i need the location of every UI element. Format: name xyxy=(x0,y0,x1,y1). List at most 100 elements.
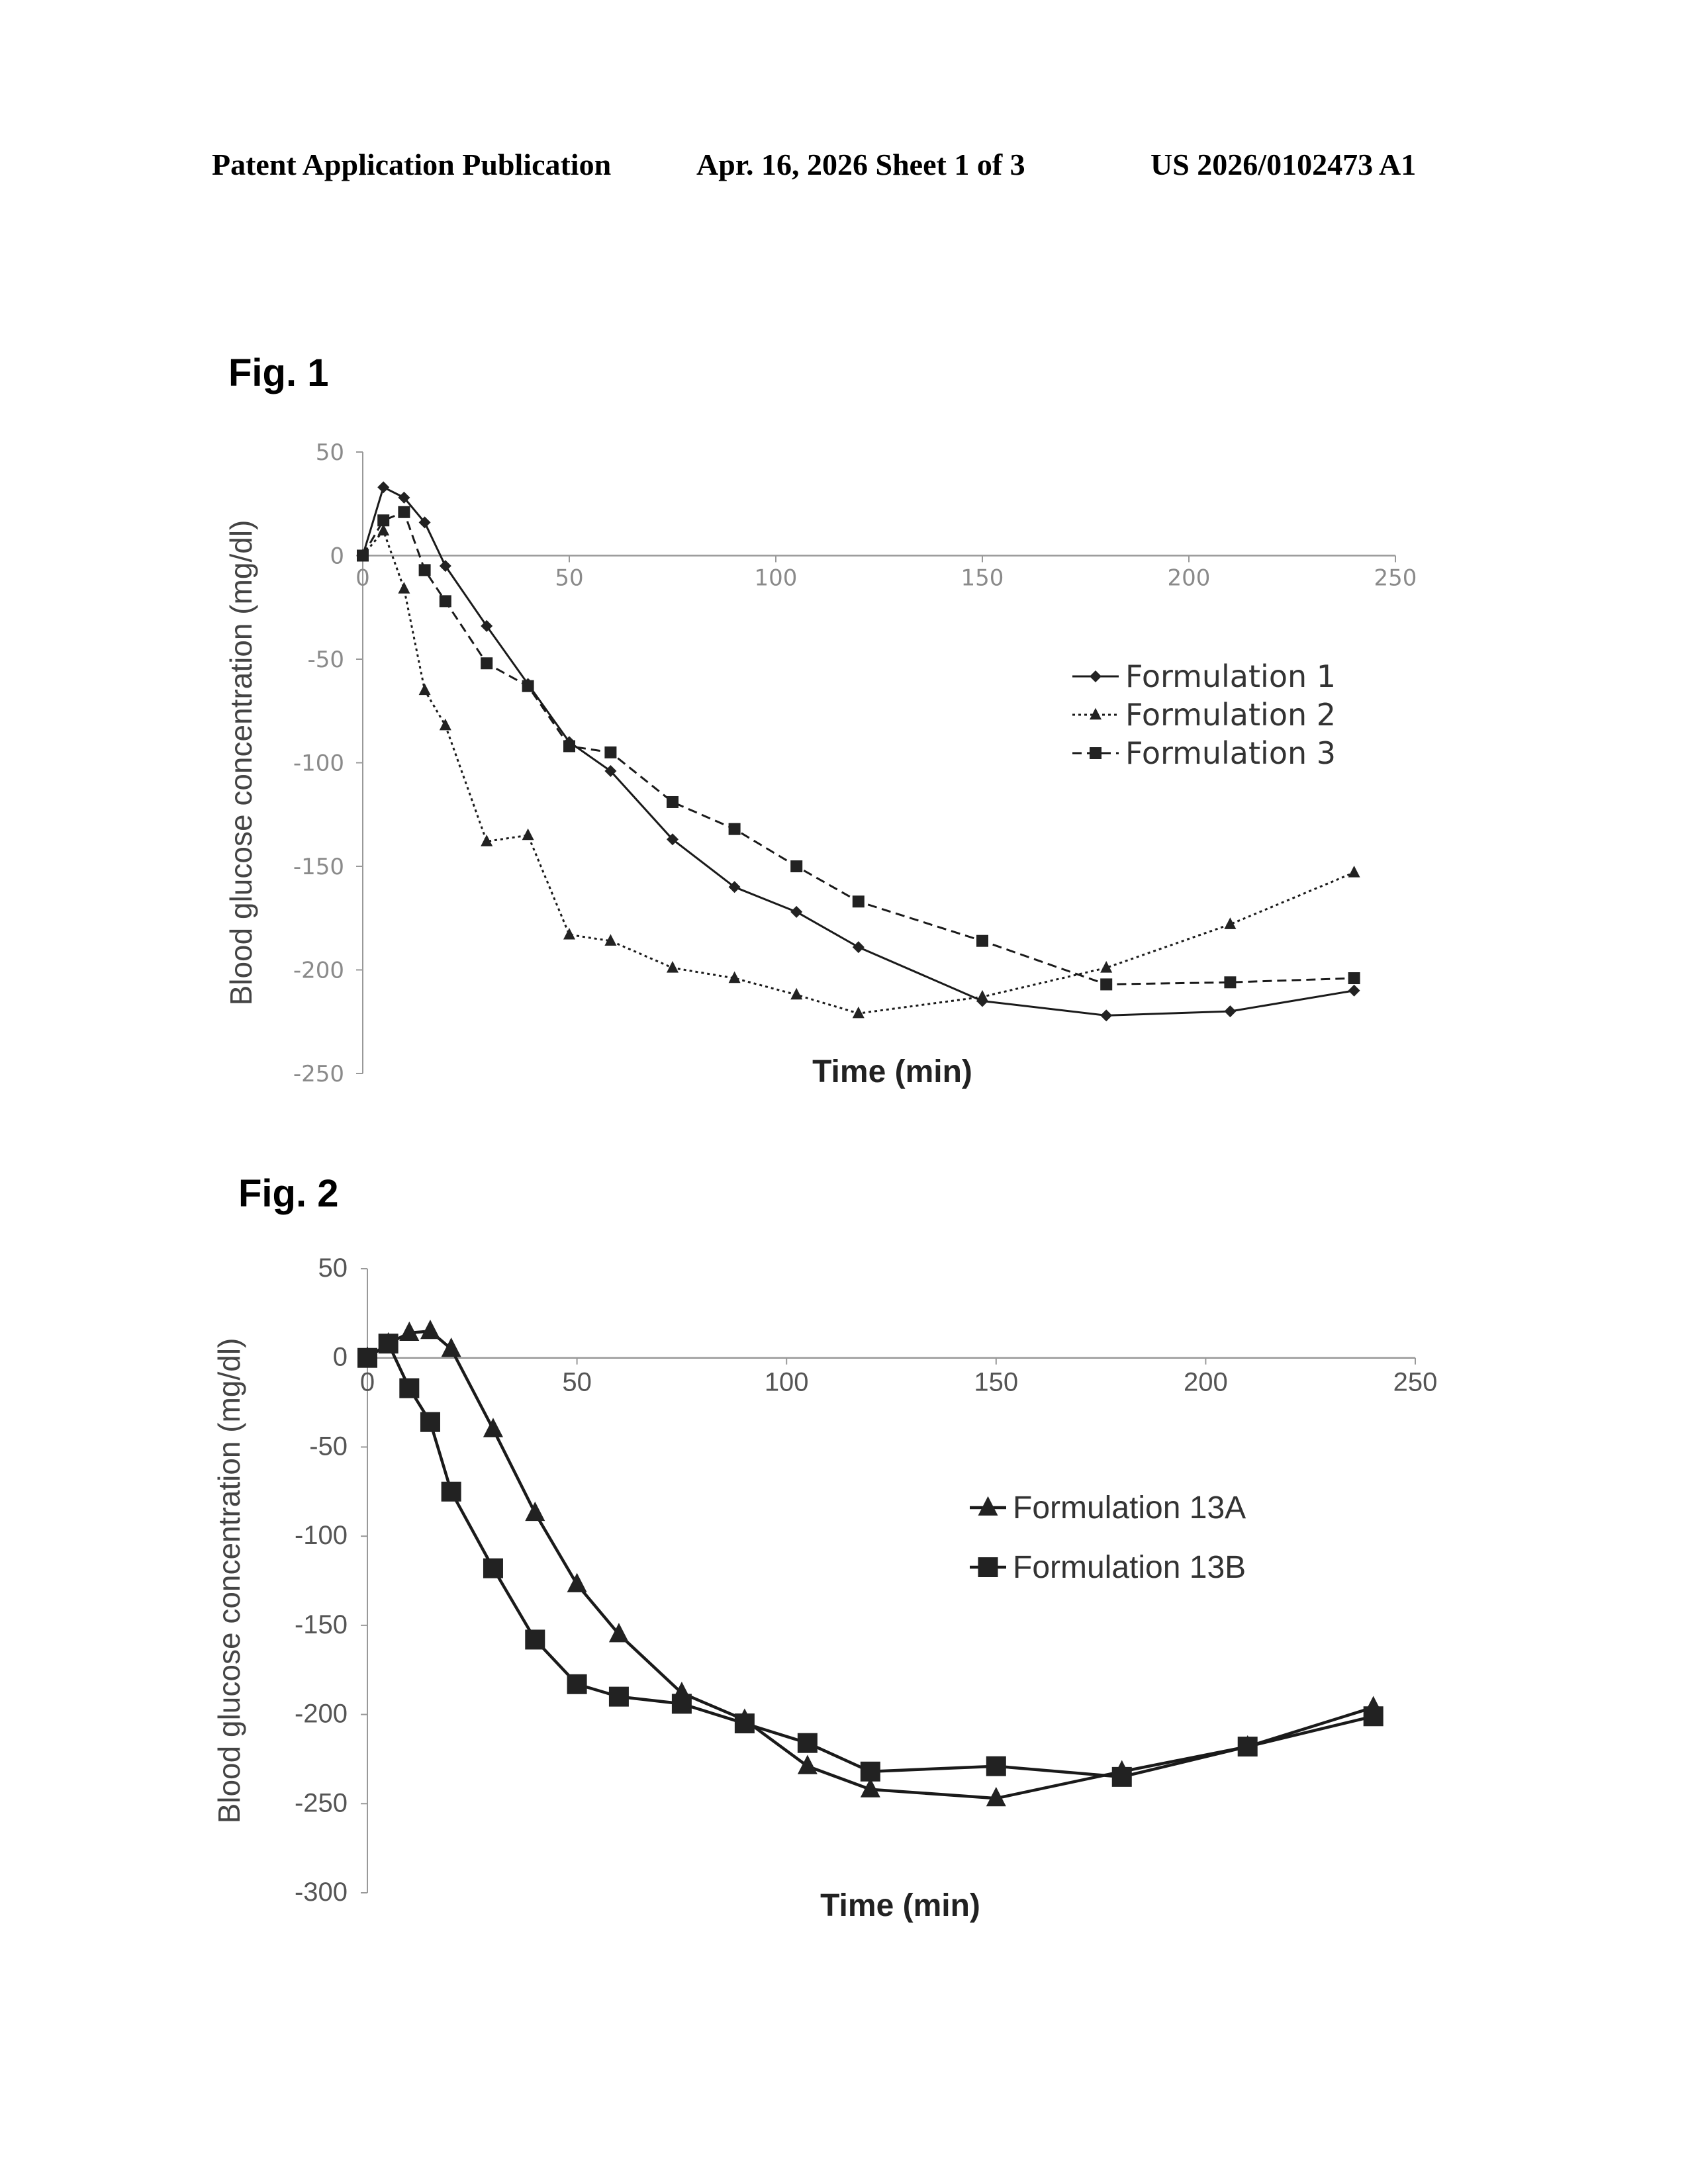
data-point xyxy=(797,1733,818,1753)
y-tick-label: 50 xyxy=(316,439,344,466)
data-point xyxy=(399,1378,420,1398)
y-tick-label: -200 xyxy=(295,1700,348,1729)
y-tick-label: -150 xyxy=(295,1610,348,1639)
header-patent-number: US 2026/0102473 A1 xyxy=(1150,148,1417,181)
series-line xyxy=(361,529,1355,1015)
data-point xyxy=(377,523,390,536)
data-point xyxy=(441,1337,461,1357)
data-point xyxy=(522,680,534,692)
x-tick-label: 100 xyxy=(755,565,798,592)
x-tick-label: 250 xyxy=(1374,565,1417,592)
data-point xyxy=(986,1756,1006,1776)
y-tick-label: -50 xyxy=(307,647,344,673)
data-point xyxy=(398,491,410,504)
data-point xyxy=(567,1572,587,1592)
data-point xyxy=(976,989,988,1002)
x-tick-label: 100 xyxy=(765,1368,809,1397)
data-point xyxy=(667,833,679,846)
x-tick-label: 0 xyxy=(360,1368,375,1397)
data-point xyxy=(608,1623,629,1643)
y-tick-label: -300 xyxy=(295,1878,348,1907)
data-point xyxy=(418,683,431,696)
data-point xyxy=(420,1412,440,1432)
data-point xyxy=(481,657,493,670)
x-tick-label: 0 xyxy=(355,565,370,592)
data-point xyxy=(1348,866,1360,878)
data-point xyxy=(525,1629,545,1650)
y-tick-label: 0 xyxy=(333,1343,348,1372)
legend-label: Formulation 1 xyxy=(1125,659,1336,694)
data-point xyxy=(852,941,865,954)
y-tick-label: -100 xyxy=(295,1521,348,1550)
data-point xyxy=(418,564,431,576)
figure-1-chart: 50 0 -50 -100 -150 -200 -250 0 50 100 150 200 250 Blo… xyxy=(224,439,1417,1089)
y-tick-label: -150 xyxy=(293,854,344,880)
data-point xyxy=(483,1558,503,1578)
data-point xyxy=(1348,972,1360,985)
data-point xyxy=(1111,1766,1132,1787)
data-point xyxy=(483,1418,503,1437)
data-point xyxy=(1100,1009,1113,1022)
x-tick-label: 200 xyxy=(1184,1368,1228,1397)
data-point xyxy=(420,1320,440,1340)
data-point xyxy=(567,1674,587,1694)
x-axis-label: Time (min) xyxy=(812,1054,972,1089)
data-point xyxy=(790,860,803,872)
data-point xyxy=(563,740,575,752)
data-point xyxy=(1363,1706,1383,1727)
data-point xyxy=(976,934,988,947)
data-point xyxy=(1100,961,1113,973)
y-axis-label: Blood glucose concentration (mg/dl) xyxy=(212,1338,246,1824)
legend-marker xyxy=(1090,707,1102,720)
legend-label: Formulation 3 xyxy=(1125,735,1336,771)
x-tick-label: 50 xyxy=(555,565,583,592)
y-tick-label: -100 xyxy=(293,751,344,777)
data-point xyxy=(728,823,741,835)
data-point xyxy=(1100,978,1113,991)
data-point xyxy=(852,895,865,908)
data-point xyxy=(1348,984,1360,997)
data-point xyxy=(439,595,451,608)
data-point xyxy=(852,1006,865,1019)
data-point xyxy=(398,582,410,594)
x-tick-label: 150 xyxy=(961,565,1004,592)
legend-label: Formulation 13A xyxy=(1013,1490,1246,1525)
x-tick-label: 250 xyxy=(1393,1368,1438,1397)
data-point xyxy=(441,1481,461,1502)
data-point xyxy=(439,560,451,572)
data-point xyxy=(986,1786,1006,1807)
data-point xyxy=(525,1501,545,1522)
data-point xyxy=(667,961,679,973)
x-tick-label: 150 xyxy=(974,1368,1018,1397)
data-point xyxy=(357,1347,377,1368)
data-point xyxy=(418,516,431,529)
data-point xyxy=(398,506,410,518)
header-publication-type: Patent Application Publication xyxy=(212,148,612,181)
data-point xyxy=(563,927,575,940)
data-point xyxy=(481,619,493,632)
data-point xyxy=(860,1761,880,1782)
data-point xyxy=(860,1778,880,1797)
figure-2-label: Fig. 2 xyxy=(238,1172,339,1215)
header-date-sheet: Apr. 16, 2026 Sheet 1 of 3 xyxy=(696,148,1025,181)
figure-2-chart: 50 0 -50 -100 -150 -200 -250 -300 0 50 100 150 200 25… xyxy=(212,1253,1438,1923)
legend-label: Formulation 2 xyxy=(1125,697,1336,733)
data-point xyxy=(728,971,741,983)
data-point xyxy=(790,905,803,918)
data-point xyxy=(604,765,617,778)
data-point xyxy=(734,1713,755,1734)
legend-label: Formulation 13B xyxy=(1013,1550,1246,1585)
data-point xyxy=(667,796,679,808)
data-point xyxy=(481,835,493,846)
data-point xyxy=(671,1694,692,1714)
y-tick-label: -200 xyxy=(293,958,344,984)
data-point xyxy=(797,1754,818,1774)
data-point xyxy=(604,934,617,946)
data-point xyxy=(378,1334,399,1354)
data-point xyxy=(604,746,617,758)
data-point xyxy=(1224,1005,1237,1018)
y-tick-label: 50 xyxy=(318,1253,348,1283)
y-tick-label: 0 xyxy=(330,543,344,570)
data-point xyxy=(728,881,741,893)
data-point xyxy=(1224,976,1237,989)
